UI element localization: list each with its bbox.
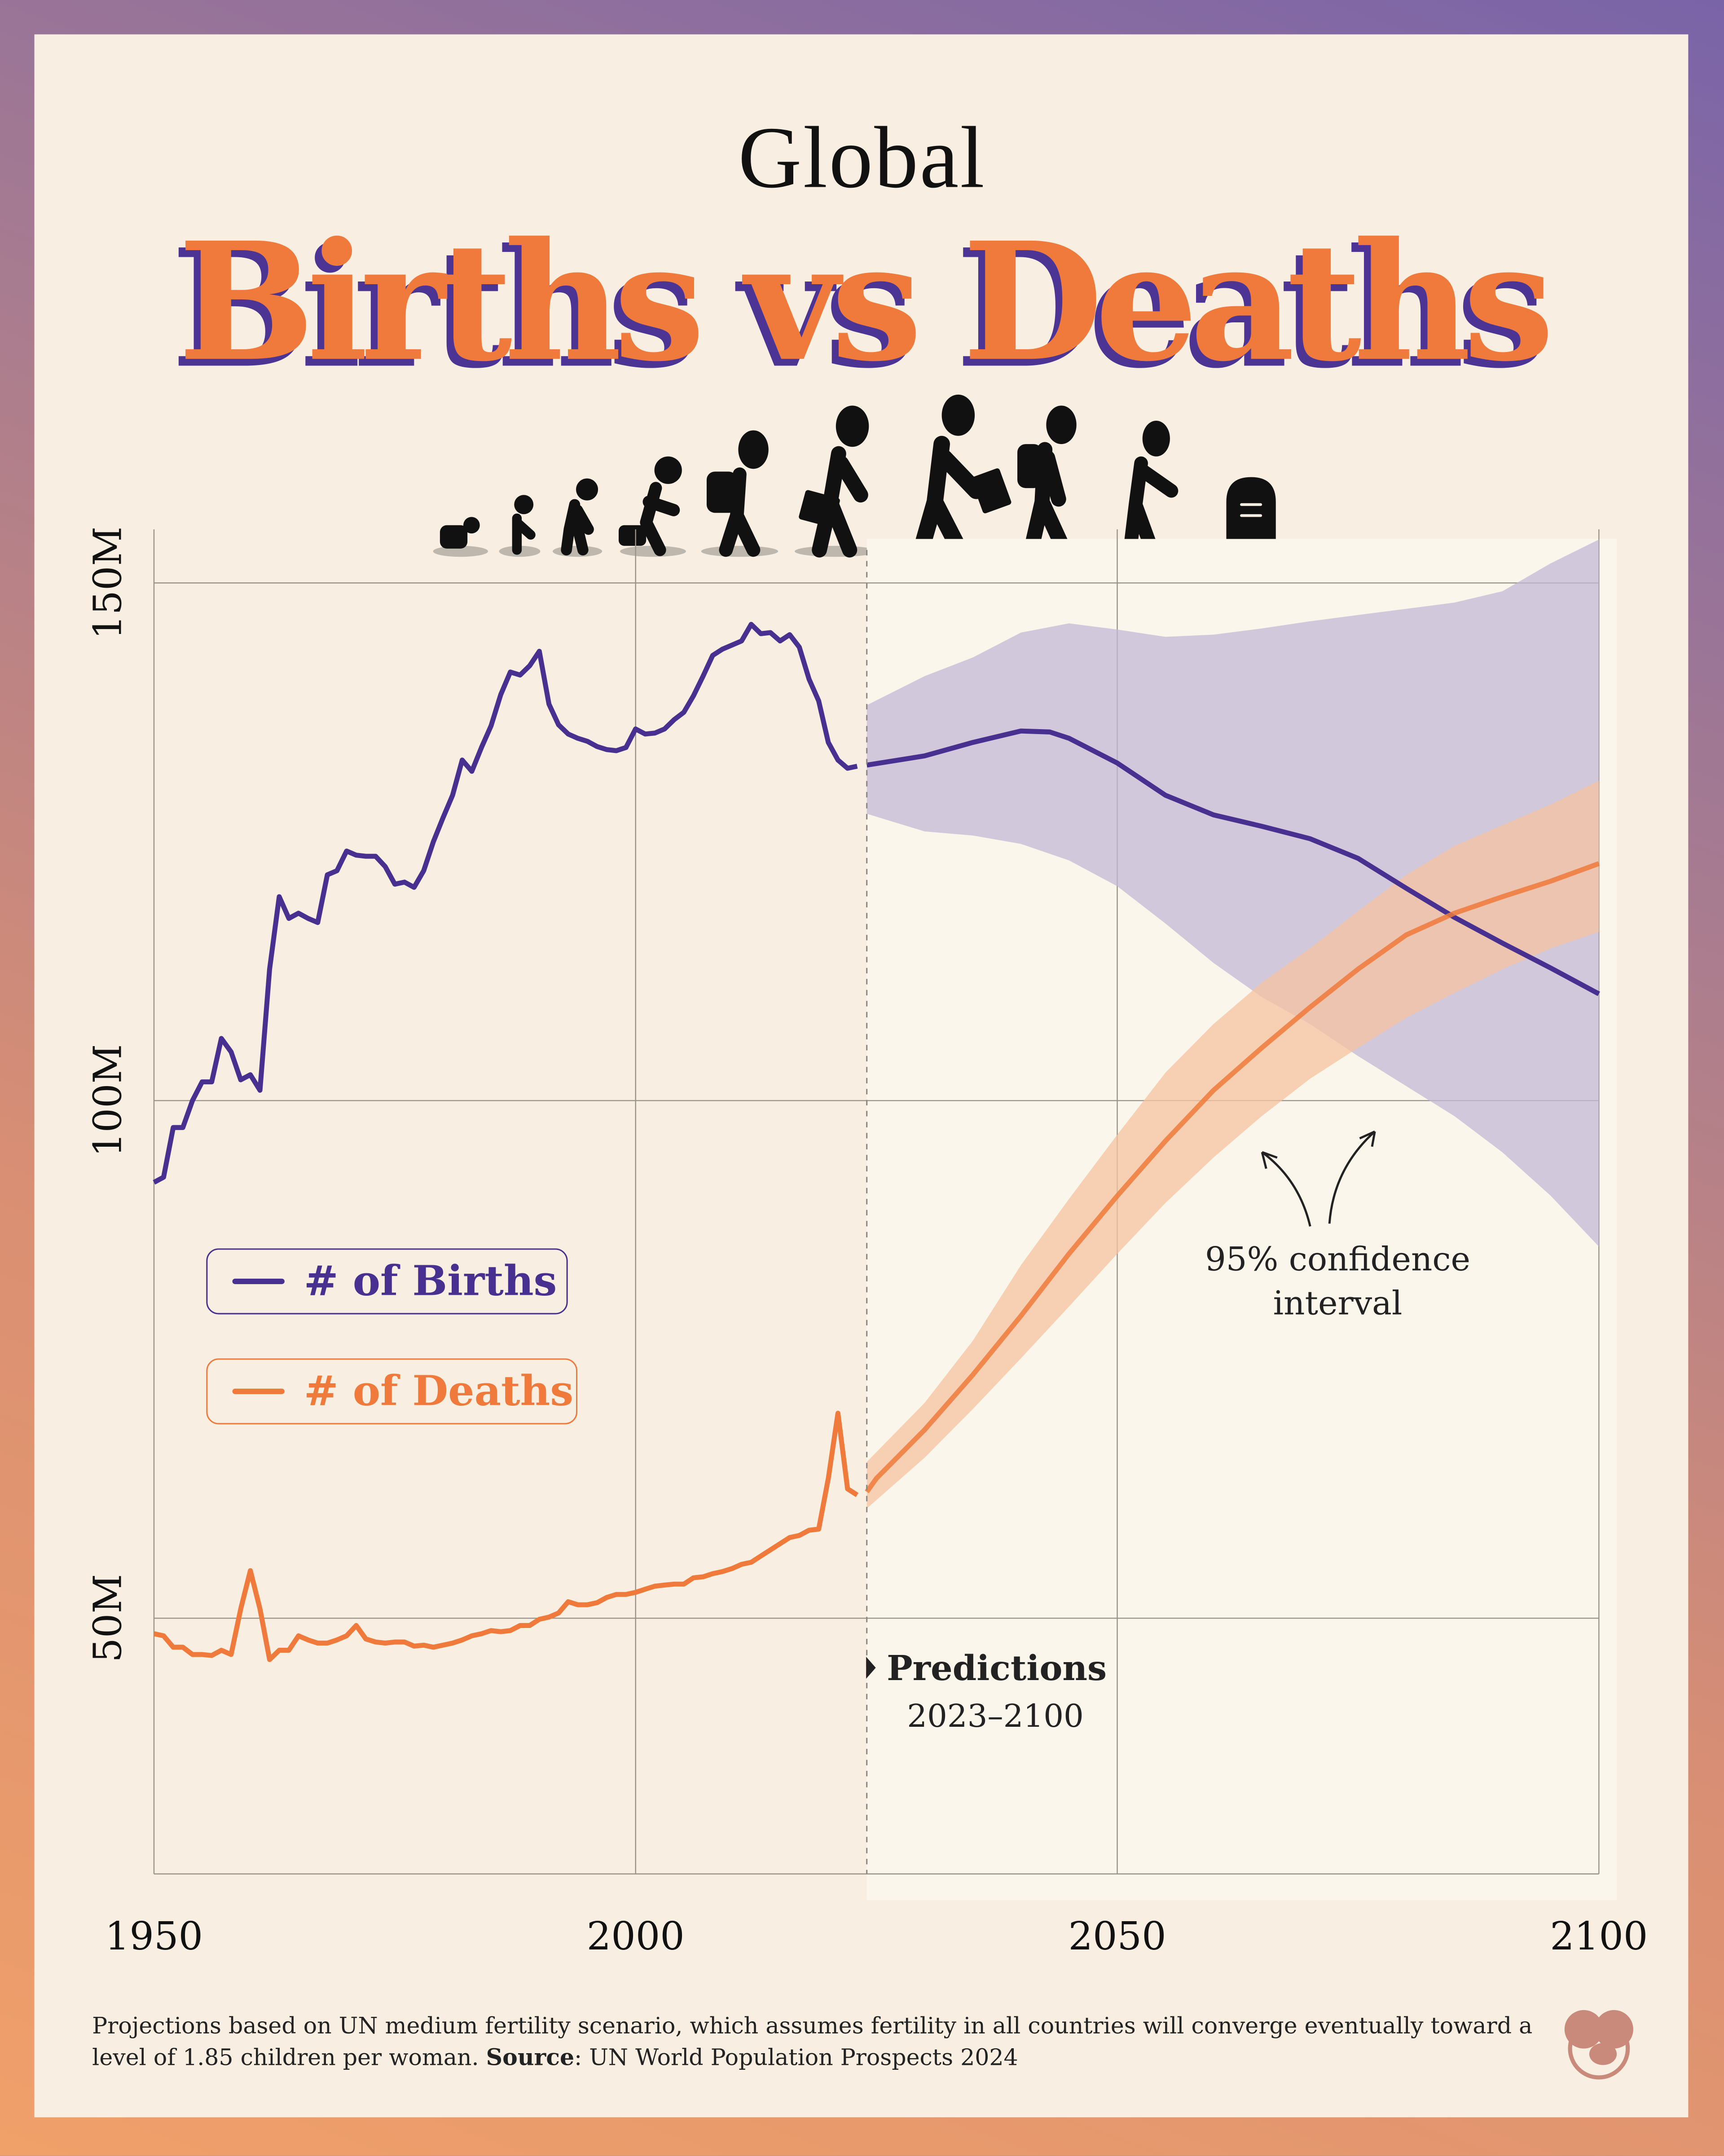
deaths-historical-line (153, 1411, 859, 1662)
births-confidence-band (866, 539, 1599, 1247)
footer-note: Projections based on UN medium fertility… (92, 2010, 1549, 2073)
legend-births-label: # of Births (303, 1257, 557, 1306)
main-title: Births vs Deaths (178, 206, 1554, 397)
deaths-projection-line (865, 861, 1600, 1493)
source-label: Source (486, 2044, 575, 2071)
elderly-icon (1123, 421, 1179, 557)
y-tick-label: 150M (85, 527, 130, 639)
toddler-icon (512, 495, 536, 555)
y-tick-label: 100M (85, 1044, 130, 1157)
births-projection-line (866, 728, 1600, 996)
source-text: : UN World Population Prospects 2024 (574, 2044, 1018, 2071)
brand-logo (1564, 2010, 1633, 2080)
legend-births: # of Births (206, 1248, 568, 1315)
deaths-swatch (232, 1388, 285, 1395)
x-tick-label: 2050 (1068, 1914, 1166, 1959)
arrow-icon (1328, 1130, 1376, 1224)
student-backpack-icon (706, 430, 769, 557)
predictions-label: Predictions (887, 1648, 1107, 1689)
young-adult-briefcase-icon (799, 405, 869, 558)
births-historical-line (153, 622, 858, 1185)
x-tick-label: 2000 (587, 1914, 685, 1959)
x-tick-label: 1950 (105, 1914, 203, 1959)
child-icon (561, 478, 598, 556)
legend-deaths: # of Deaths (206, 1358, 578, 1425)
y-tick-label: 50M (85, 1574, 130, 1663)
arrow-icon (1261, 1151, 1311, 1227)
baby-crawling-icon (440, 517, 480, 549)
confidence-label: interval (1273, 1284, 1403, 1322)
prediction-marker-icon (866, 1656, 876, 1679)
predictions-range: 2023–2100 (907, 1698, 1084, 1734)
kneeling-child-icon (618, 456, 682, 556)
x-tick-label: 2100 (1550, 1914, 1648, 1959)
kicker-title: Global (738, 108, 986, 207)
footer-text: Projections based on UN medium fertility… (92, 2013, 1533, 2071)
legend-deaths-label: # of Deaths (303, 1367, 574, 1416)
births-swatch (232, 1278, 285, 1285)
adult-briefcase-icon (913, 394, 1012, 559)
confidence-label: 95% confidence (1205, 1240, 1470, 1278)
deaths-confidence-band (866, 780, 1599, 1509)
